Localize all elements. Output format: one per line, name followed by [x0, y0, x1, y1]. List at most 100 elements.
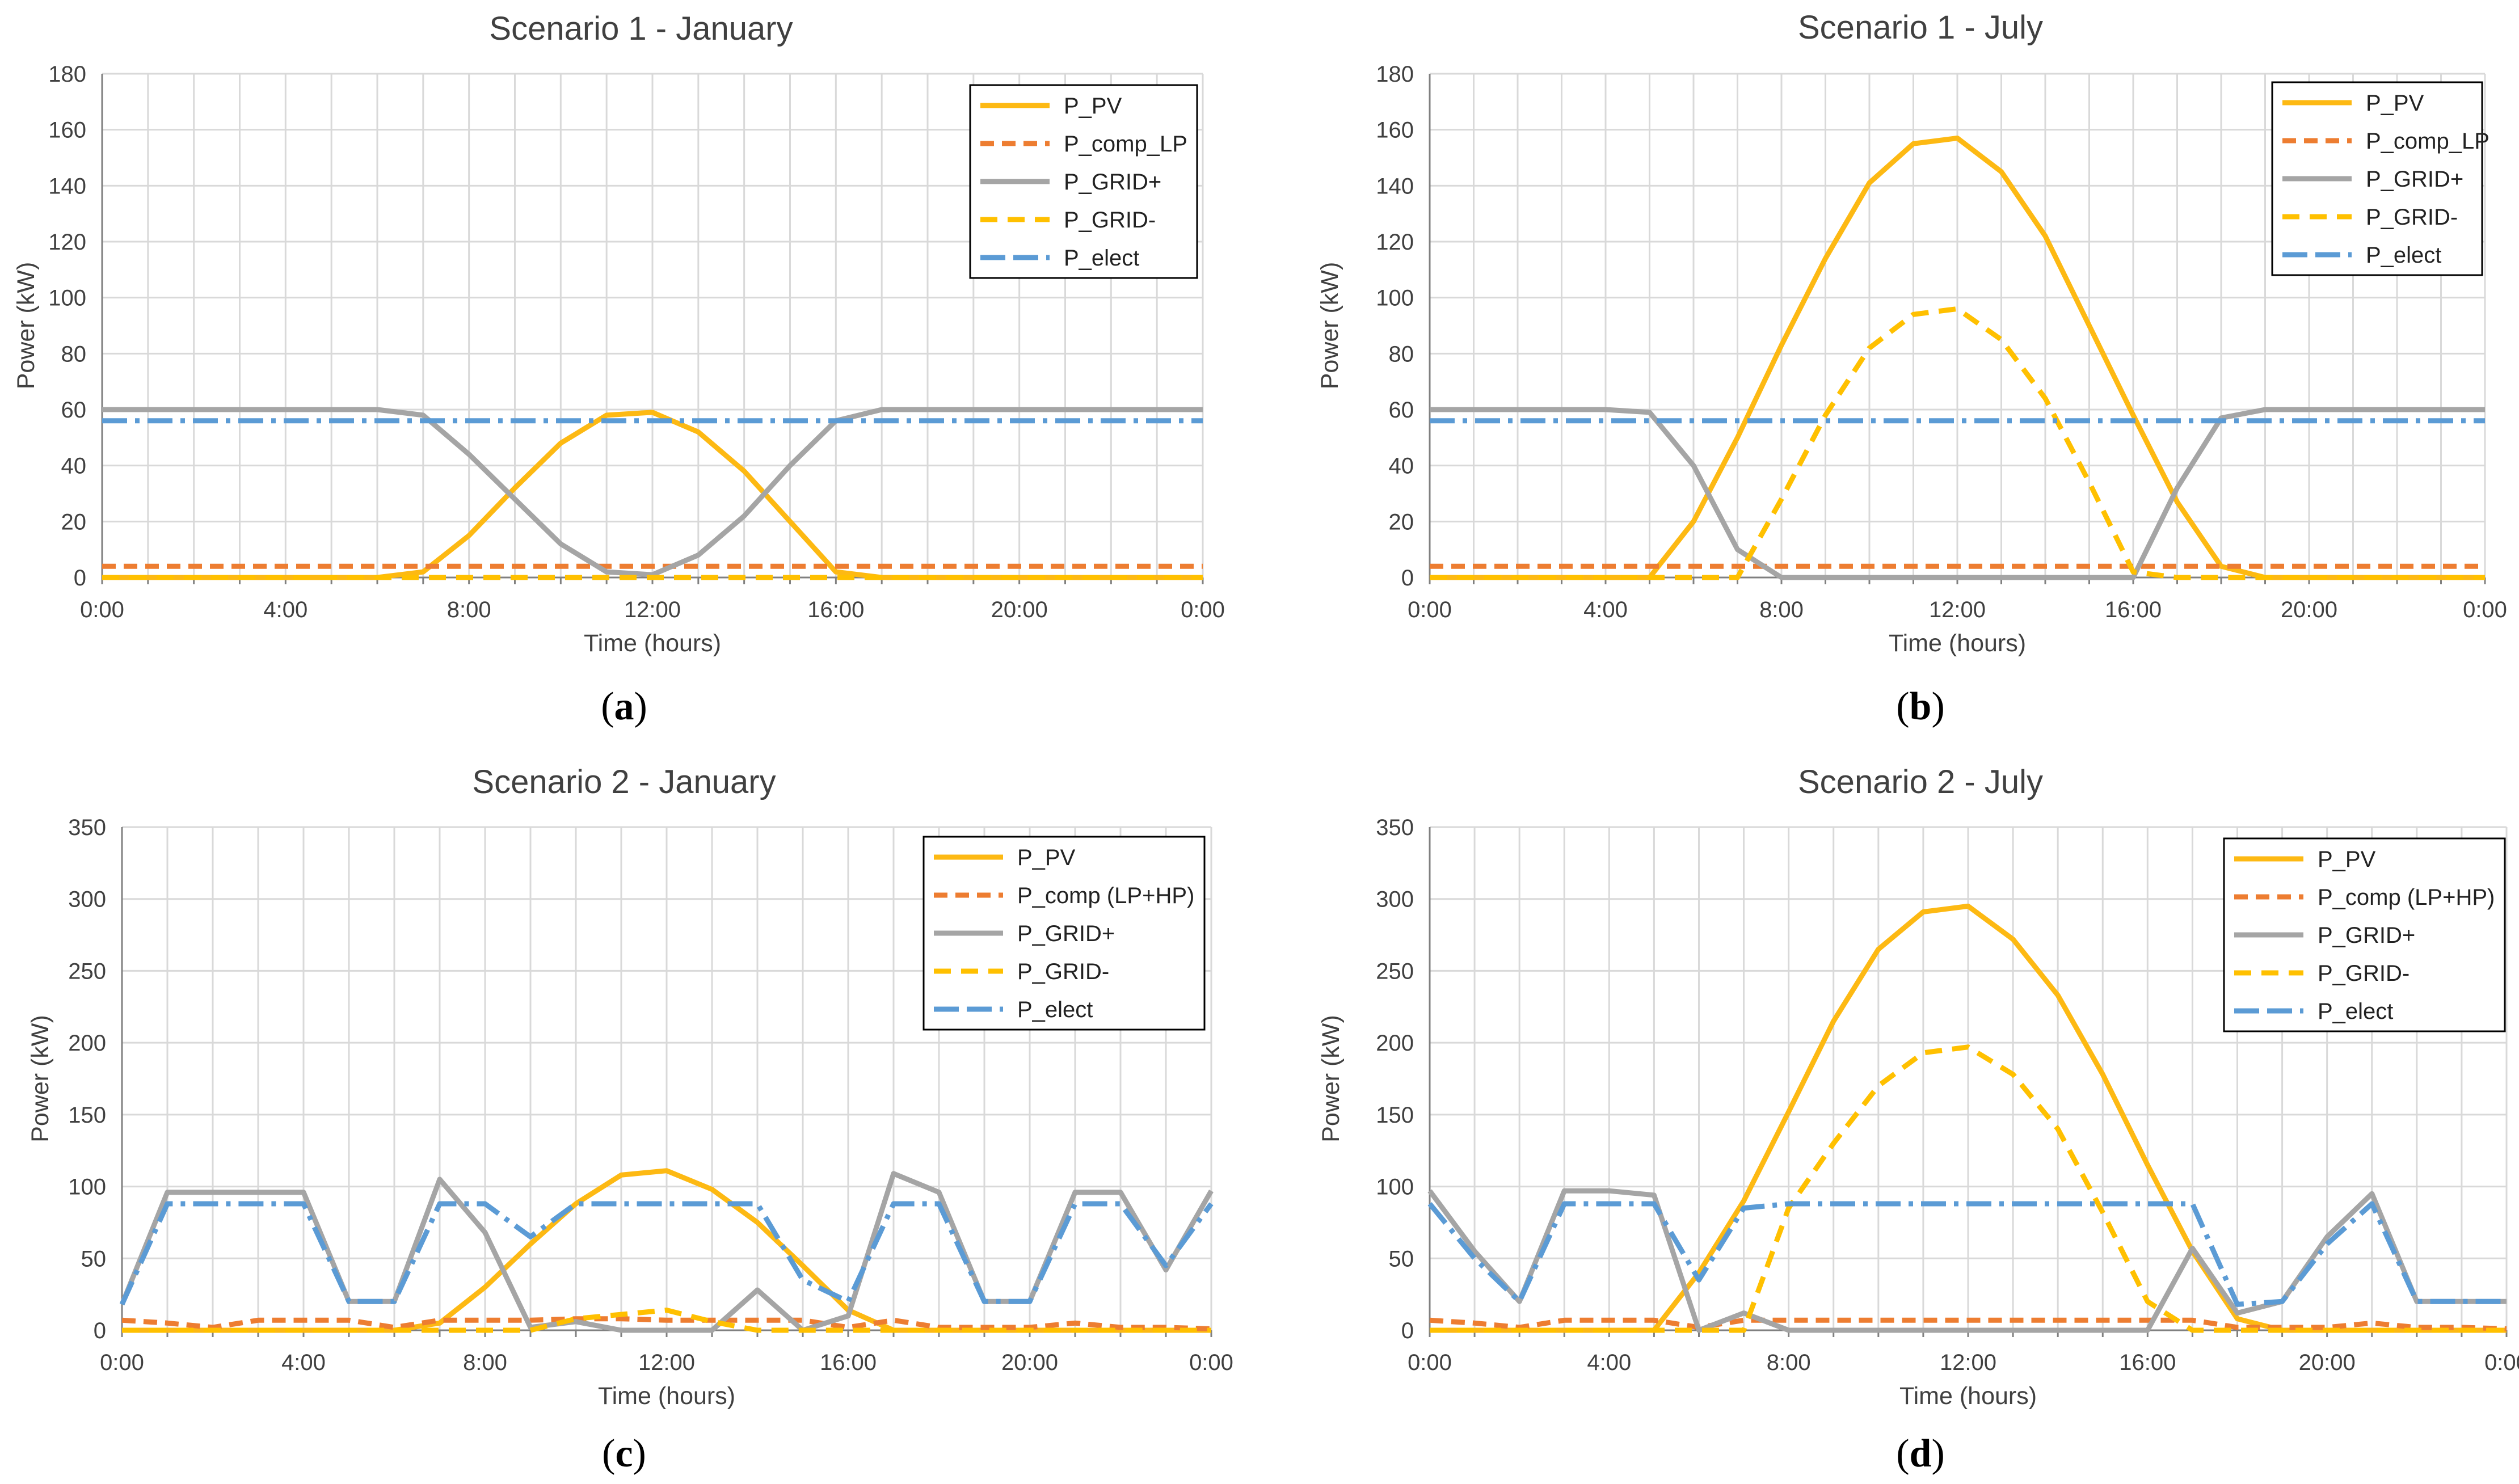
x-axis-label: Time (hours): [598, 1382, 735, 1410]
legend-label: P_GRID-: [1017, 959, 1109, 984]
legend-label: P_GRID+: [2318, 923, 2415, 948]
y-axis-label: Power (kW): [1316, 262, 1343, 390]
series-line-p-comp-lp-hp-: [121, 1316, 1212, 1331]
x-axis-label: Time (hours): [584, 630, 721, 657]
x-tick-label: 16:00: [807, 597, 864, 622]
legend-label: P_elect: [1017, 997, 1093, 1022]
y-tick-label: 250: [68, 959, 106, 984]
x-tick-label: 20:00: [991, 597, 1048, 622]
y-tick-label: 200: [1376, 1031, 1414, 1056]
legend-label: P_GRID+: [1064, 170, 1161, 195]
y-tick-label: 0: [94, 1318, 106, 1343]
x-tick-label: 16:00: [2105, 597, 2162, 622]
x-tick-label: 0:00: [2484, 1350, 2519, 1375]
panel-caption-letter: a: [614, 685, 634, 728]
series-line-p-elect: [1427, 1201, 2507, 1307]
x-tick-label: 12:00: [624, 597, 681, 622]
x-tick-label: 8:00: [1759, 597, 1804, 622]
y-tick-label: 140: [48, 174, 86, 199]
x-tick-label: 16:00: [820, 1350, 877, 1375]
legend-label: P_GRID-: [2318, 961, 2410, 986]
legend-label: P_elect: [2318, 999, 2393, 1024]
x-tick-label: 20:00: [2281, 597, 2337, 622]
x-tick-label: 12:00: [1940, 1350, 1996, 1375]
legend-label: P_comp_LP: [1064, 132, 1187, 157]
y-tick-label: 20: [1389, 509, 1414, 534]
y-tick-label: 100: [48, 286, 86, 311]
y-axis-label: Power (kW): [1317, 1015, 1345, 1142]
legend-label: P_PV: [1017, 845, 1076, 870]
y-tick-label: 40: [61, 454, 87, 479]
panel-a: 0 20 40 60 80 100 120 140 160 180 0:00 4:00 8:00 12:0…: [12, 10, 1225, 728]
y-tick-label: 350: [1376, 815, 1414, 840]
series-line-p-grid-: [122, 1308, 1211, 1333]
series-line-p-comp-lp-hp-: [1429, 1317, 2507, 1331]
legend-label: P_GRID+: [2366, 167, 2463, 192]
x-tick-label: 8:00: [463, 1350, 507, 1375]
legend-label: P_GRID-: [2366, 205, 2458, 230]
y-tick-label: 120: [48, 230, 86, 255]
y-tick-label: 150: [1376, 1103, 1414, 1128]
x-axis-label: Time (hours): [1899, 1382, 2037, 1410]
panel-caption-letter: d: [1910, 1432, 1932, 1475]
y-tick-label: 50: [1389, 1246, 1414, 1271]
x-tick-label: 0:00: [1408, 1350, 1452, 1375]
x-tick-label: 4:00: [1587, 1350, 1631, 1375]
y-tick-label: 80: [1389, 342, 1414, 366]
y-tick-label: 40: [1389, 454, 1414, 479]
x-tick-label: 12:00: [638, 1350, 695, 1375]
x-tick-label: 0:00: [2463, 597, 2507, 622]
panel-caption: (a): [601, 685, 647, 728]
legend-label: P_comp_LP: [2366, 129, 2489, 154]
legend-label: P_PV: [2366, 91, 2424, 116]
y-tick-label: 250: [1376, 959, 1414, 984]
y-tick-label: 0: [74, 566, 86, 591]
x-tick-label: 0:00: [80, 597, 124, 622]
legend-label: P_GRID-: [1064, 208, 1156, 233]
series-line-p-grid-: [1430, 1044, 2507, 1333]
panel-b: 0 20 40 60 80 100 120 140 160 180 0:00 4:00 8:00 12:0…: [1316, 9, 2507, 728]
y-tick-label: 0: [1401, 1318, 1414, 1343]
y-tick-label: 60: [1389, 398, 1414, 423]
x-tick-label: 16:00: [2119, 1350, 2176, 1375]
series-line-p-grid-: [1430, 407, 2485, 580]
y-tick-label: 0: [1401, 566, 1414, 591]
legend: P_PV P_comp (LP+HP) P_GRID+ P_GRID- P_elect: [2223, 837, 2506, 1032]
y-tick-label: 180: [1376, 62, 1414, 87]
panel-d: 0 50 100 150 200 250 300 350 0:00 4:00 8:00 12:00 16…: [1317, 764, 2519, 1475]
panel-caption: (b): [1896, 685, 1945, 728]
x-tick-label: 8:00: [1767, 1350, 1811, 1375]
x-tick-label: 8:00: [447, 597, 491, 622]
panel-caption-letter: c: [615, 1432, 633, 1475]
legend-label: P_comp (LP+HP): [1017, 883, 1194, 908]
legend-label: P_GRID+: [1017, 921, 1115, 946]
x-tick-label: 20:00: [1001, 1350, 1058, 1375]
legend-label: P_elect: [2366, 243, 2441, 268]
legend-label: P_PV: [2318, 847, 2376, 872]
legend: P_PV P_comp_LP P_GRID+ P_GRID- P_elect: [969, 84, 1198, 279]
y-tick-label: 300: [68, 887, 106, 912]
x-tick-label: 4:00: [263, 597, 307, 622]
legend-label: P_elect: [1064, 246, 1139, 271]
panel-c: 0 50 100 150 200 250 300 350 0:00 4:00 8:00 12:00 16…: [27, 764, 1233, 1475]
y-tick-label: 50: [81, 1246, 107, 1271]
chart-title: Scenario 2 - July: [1798, 764, 2043, 800]
chart-title: Scenario 1 - January: [489, 10, 793, 47]
x-tick-label: 12:00: [1929, 597, 1986, 622]
x-tick-label: 0:00: [1189, 1350, 1233, 1375]
chart-title: Scenario 2 - January: [472, 764, 776, 800]
x-tick-label: 20:00: [2299, 1350, 2356, 1375]
y-tick-label: 160: [48, 118, 86, 143]
series-line-p-elect: [119, 1201, 1214, 1306]
x-tick-label: 4:00: [1583, 597, 1628, 622]
x-tick-label: 0:00: [1408, 597, 1452, 622]
legend: P_PV P_comp (LP+HP) P_GRID+ P_GRID- P_elect: [922, 836, 1206, 1031]
legend-label: P_comp (LP+HP): [2318, 885, 2495, 910]
y-tick-label: 60: [61, 398, 87, 423]
x-axis-label: Time (hours): [1889, 630, 2026, 657]
y-tick-label: 200: [68, 1031, 106, 1056]
x-tick-label: 0:00: [100, 1350, 144, 1375]
series-line-p-pv: [102, 410, 1203, 580]
